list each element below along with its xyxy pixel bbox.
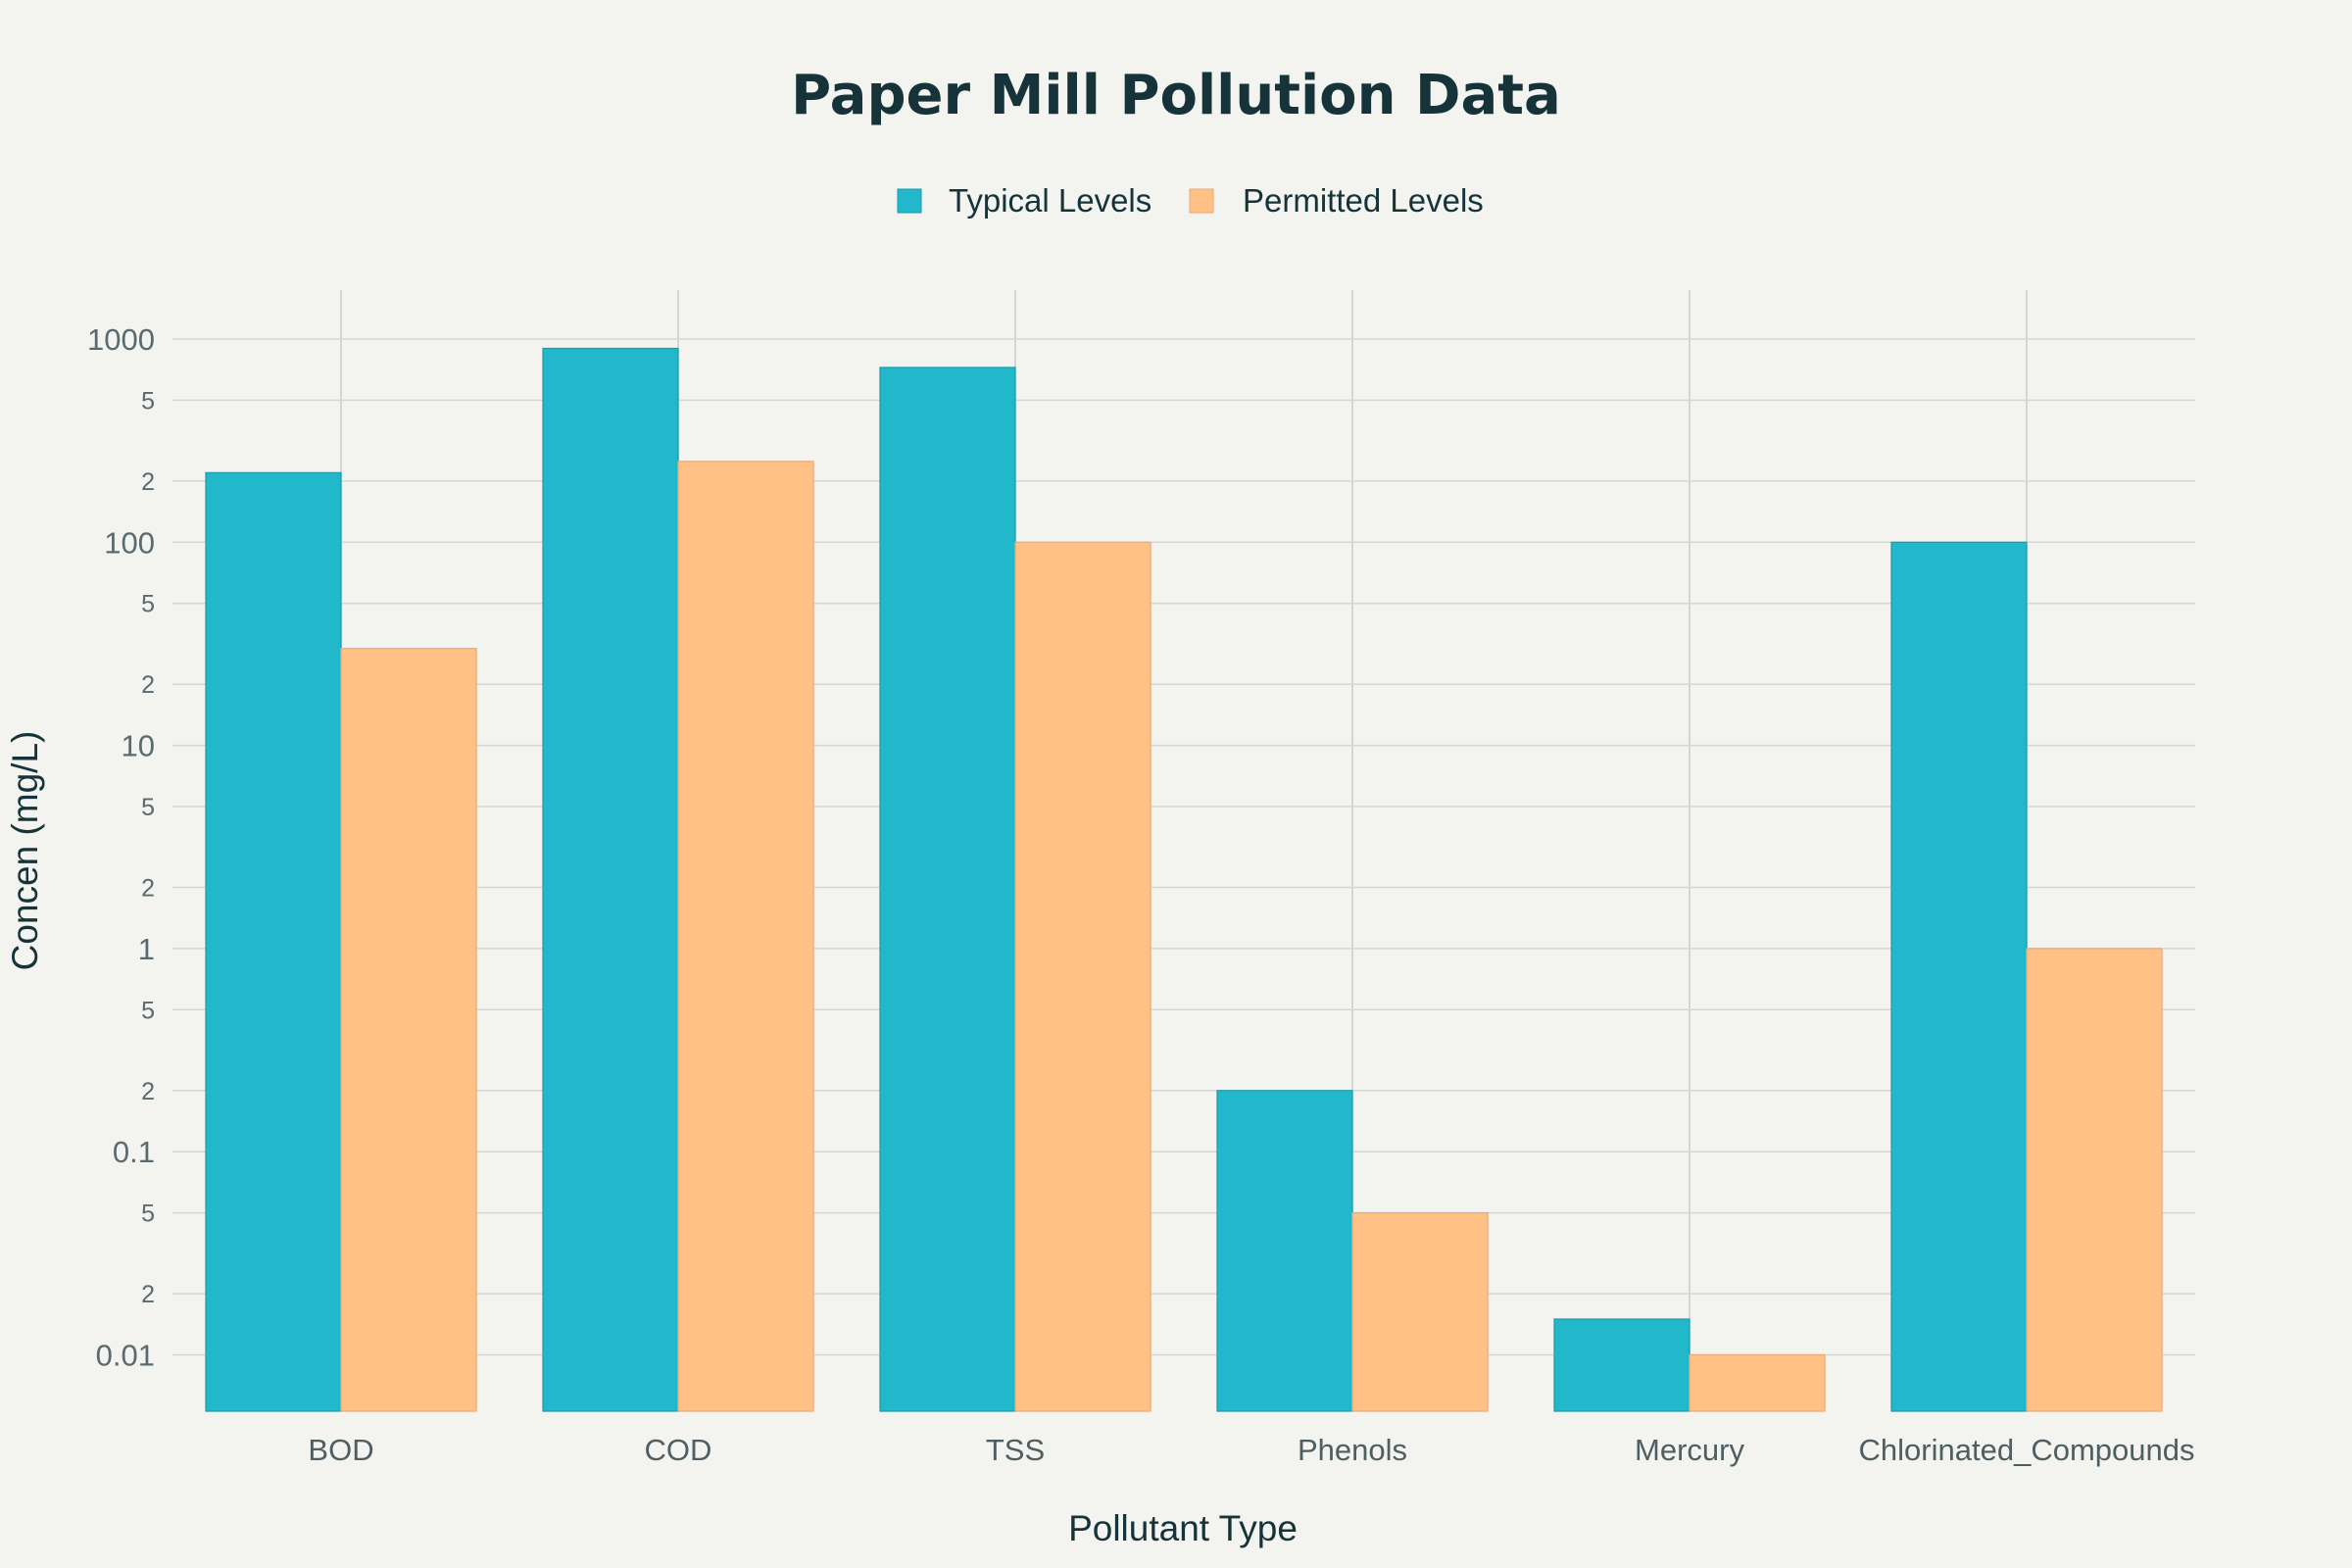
bar-permitted-mercury (1689, 1353, 1826, 1412)
y-tick-label-minor: 2 (141, 1078, 155, 1105)
bar-typical-bod (205, 471, 342, 1412)
y-tick-label: 0.1 (113, 1135, 155, 1169)
y-tick-label-minor: 2 (141, 671, 155, 699)
y-tick-label-minor: 5 (141, 591, 155, 618)
legend: Typical Levels Permitted Levels (897, 182, 1484, 219)
bar-typical-phenols (1216, 1090, 1353, 1412)
x-tick-label: Phenols (1298, 1433, 1407, 1467)
bars (205, 347, 2163, 1412)
bar-typical-tss (879, 367, 1016, 1412)
horizontal-gridlines (172, 338, 2195, 1356)
y-tick-label-minor: 5 (141, 1200, 155, 1228)
bar-typical-cod (542, 347, 679, 1412)
bar-typical-mercury (1553, 1318, 1690, 1412)
y-tick-label-minor: 2 (141, 468, 155, 496)
y-axis-label: Concen (mg/L) (5, 731, 45, 971)
y-tick-label: 100 (104, 525, 155, 560)
bar-permitted-bod (340, 648, 477, 1412)
y-tick-label: 10 (122, 729, 155, 763)
bar-typical-chlorinated_compounds (1890, 541, 2028, 1412)
y-tick-label: 1000 (87, 322, 155, 357)
chart-title: Paper Mill Pollution Data (791, 64, 1561, 127)
y-tick-label-minor: 2 (141, 1281, 155, 1308)
bar-permitted-tss (1014, 541, 1152, 1412)
y-axis-ticks: 0.01 0.1 1 10 100 1000 2 5 2 5 2 5 2 5 2 5 (87, 322, 155, 1373)
bar-permitted-phenols (1351, 1212, 1489, 1412)
legend-swatch (897, 188, 922, 214)
x-tick-label: BOD (308, 1433, 373, 1467)
x-axis-ticks: BOD COD TSS Phenols Mercury Chlorinated_Compo… (308, 1433, 2194, 1467)
x-tick-label: Chlorinated_Compounds (1859, 1433, 2195, 1467)
x-tick-label: TSS (986, 1433, 1045, 1467)
x-tick-label: COD (645, 1433, 712, 1467)
legend-label: Permitted Levels (1243, 182, 1484, 219)
bar-permitted-chlorinated_compounds (2026, 948, 2163, 1412)
legend-label: Typical Levels (949, 182, 1152, 219)
y-tick-label-minor: 2 (141, 874, 155, 902)
x-tick-label: Mercury (1635, 1433, 1744, 1467)
legend-swatch (1189, 188, 1214, 214)
y-tick-label-minor: 5 (141, 387, 155, 415)
y-tick-label: 0.01 (96, 1339, 155, 1373)
y-tick-label-minor: 5 (141, 794, 155, 821)
y-tick-label-minor: 5 (141, 997, 155, 1024)
y-tick-label: 1 (138, 932, 155, 966)
bar-permitted-cod (677, 461, 814, 1412)
x-axis-label: Pollutant Type (1068, 1508, 1298, 1548)
